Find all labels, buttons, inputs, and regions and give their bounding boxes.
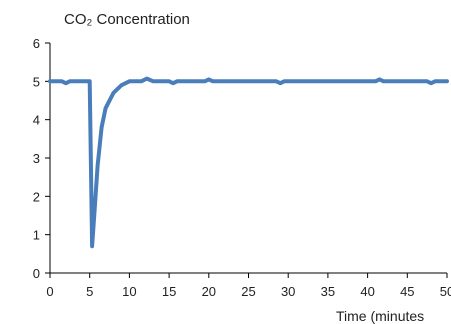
x-tick-label: 25 — [241, 284, 255, 299]
y-tick-label: 6 — [33, 36, 40, 51]
x-tick-label: 30 — [281, 284, 295, 299]
y-axis: 0 1 2 3 4 5 6 — [33, 36, 51, 281]
x-tick-label: 45 — [400, 284, 414, 299]
y-tick-label: 3 — [33, 151, 40, 166]
x-axis: 0 5 10 15 20 25 30 35 40 45 50 — [46, 272, 451, 299]
x-tick-label: 15 — [162, 284, 176, 299]
x-tick-label: 50 — [440, 284, 451, 299]
chart-title: CO₂ Concentration — [64, 11, 190, 28]
y-tick-label: 2 — [33, 189, 40, 204]
x-axis-title: Time (minutes — [336, 308, 424, 324]
series-line — [48, 76, 449, 249]
y-tick-label: 1 — [33, 228, 40, 243]
x-tick-label: 40 — [360, 284, 374, 299]
y-tick-label: 5 — [33, 74, 40, 89]
x-tick-label: 0 — [46, 284, 53, 299]
y-tick-label: 0 — [33, 266, 40, 281]
y-tick-label: 4 — [33, 113, 40, 128]
x-tick-label: 20 — [202, 284, 216, 299]
x-tick-label: 10 — [122, 284, 136, 299]
x-tick-label: 35 — [321, 284, 335, 299]
x-tick-label: 5 — [86, 284, 93, 299]
